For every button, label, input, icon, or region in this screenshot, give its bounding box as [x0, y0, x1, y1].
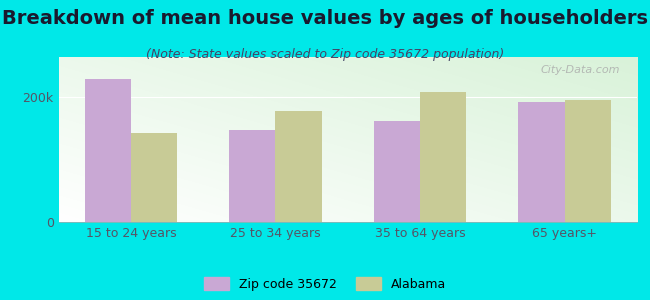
Bar [420, 92, 466, 222]
Bar [374, 121, 420, 222]
Text: City-Data.com: City-Data.com [540, 65, 619, 75]
Legend: Zip code 35672, Alabama: Zip code 35672, Alabama [204, 277, 446, 291]
Bar [131, 133, 177, 222]
Bar [84, 79, 131, 222]
Text: (Note: State values scaled to Zip code 35672 population): (Note: State values scaled to Zip code 3… [146, 48, 504, 61]
Bar [519, 103, 565, 222]
Bar [276, 111, 322, 222]
Bar [565, 100, 611, 222]
Text: Breakdown of mean house values by ages of householders: Breakdown of mean house values by ages o… [2, 9, 648, 28]
Bar [229, 130, 276, 222]
